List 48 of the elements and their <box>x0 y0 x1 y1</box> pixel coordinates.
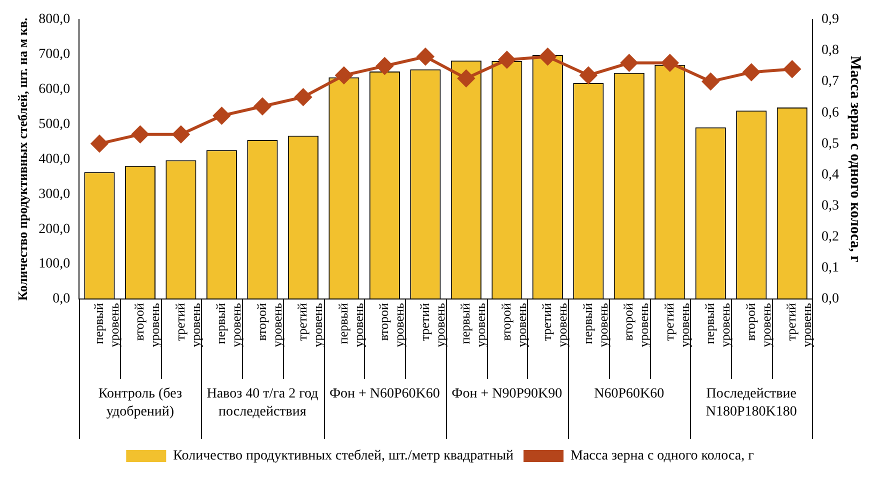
point <box>213 107 230 124</box>
y2-tick-label: 0,6 <box>822 105 839 120</box>
text: Последействие N180P180K180 <box>706 386 797 420</box>
y2-tick-label: 0,8 <box>822 43 839 58</box>
text: N60P60K60 <box>594 386 664 402</box>
y2-tick-label: 0,9 <box>822 12 839 28</box>
y2-tick-label: 0,1 <box>822 260 839 276</box>
point <box>498 51 516 68</box>
point <box>784 60 801 78</box>
point <box>661 54 678 72</box>
text: Фон + N90P90K90 <box>452 386 562 402</box>
point <box>90 135 108 152</box>
point <box>254 98 271 115</box>
legend-label: Масса зерна с одного колоса, г <box>570 448 754 464</box>
y2-axis-title: Масса зерна с одного колоса, г <box>847 56 864 263</box>
point <box>416 48 434 66</box>
y2-tick-label: 0,4 <box>822 167 839 182</box>
point <box>580 66 597 84</box>
y2-tick-label: 0,0 <box>822 292 839 307</box>
point <box>620 54 638 72</box>
y2-tick-label: 0,2 <box>822 230 839 245</box>
point <box>458 70 475 87</box>
point <box>172 126 190 143</box>
y-tick-label: 200,0 <box>38 222 70 237</box>
y-tick-label: 500,0 <box>38 116 70 132</box>
y-tick-label: 400,0 <box>38 152 70 167</box>
y-tick-label: 300,0 <box>38 186 70 202</box>
legend-label: Количество продуктивных стеблей, шт./метр квадратный <box>173 448 514 464</box>
point <box>539 48 556 66</box>
text: Навоз 40 т/га 2 год последействия <box>206 386 318 420</box>
y2-tick-label: 0,3 <box>822 198 839 214</box>
y2-tick-label: 0,5 <box>822 136 839 152</box>
point <box>376 58 394 74</box>
point <box>294 88 312 106</box>
point <box>742 64 760 81</box>
y-axis-title: Количество продуктивных стеблей, шт. на м кв. <box>15 18 30 301</box>
point <box>335 66 352 84</box>
y2-tick-label: 0,7 <box>822 74 839 90</box>
point <box>132 126 149 143</box>
x-tick-label: первый уровень <box>90 302 122 348</box>
y-tick-label: 100,0 <box>38 256 70 272</box>
point <box>702 73 720 90</box>
y-tick-label: 0,0 <box>52 292 70 307</box>
text: Фон + N60P60K60 <box>329 386 440 402</box>
y-tick-label: 700,0 <box>38 47 70 62</box>
text: Контроль (без удобрений) <box>98 386 182 420</box>
y-tick-label: 800,0 <box>38 12 70 28</box>
y-tick-label: 600,0 <box>38 82 70 97</box>
